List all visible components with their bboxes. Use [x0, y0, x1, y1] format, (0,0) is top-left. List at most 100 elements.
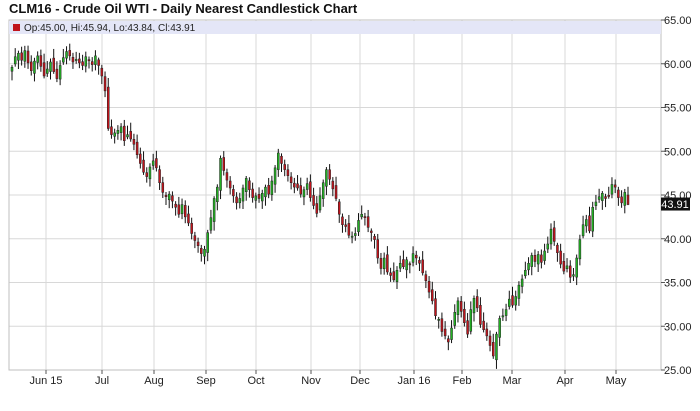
y-tick-label: 60.00 — [664, 59, 692, 71]
candle-body-down — [344, 224, 347, 227]
candle-body-up — [219, 158, 222, 191]
candle-body-down — [511, 295, 514, 306]
candle-body-up — [382, 257, 386, 270]
y-tick-label: 25.00 — [664, 365, 692, 377]
candle-body-down — [488, 335, 492, 346]
candle-body-down — [341, 216, 344, 225]
candle-body-down — [267, 185, 270, 195]
candle-body-up — [167, 193, 171, 201]
candle-body-up — [504, 309, 508, 316]
candle-body-down — [459, 301, 463, 312]
candle-body-down — [370, 230, 373, 233]
candle-body-up — [514, 296, 517, 306]
candle-body-down — [485, 328, 489, 337]
x-tick-label: Jan 16 — [397, 375, 430, 387]
x-tick-label: Dec — [350, 375, 370, 387]
candle-body-down — [39, 55, 43, 67]
candle-body-up — [524, 270, 527, 277]
candle-body-up — [495, 333, 498, 361]
candle-body-down — [280, 155, 283, 164]
candle-body-up — [13, 56, 17, 65]
last-price-box — [661, 197, 690, 211]
candle-body-down — [110, 126, 113, 135]
candle-body-down — [26, 50, 30, 64]
candle-body-up — [244, 178, 248, 192]
candle-body-down — [569, 265, 572, 278]
candle-body-down — [440, 318, 444, 332]
candle-body-down — [299, 185, 302, 195]
x-tick-label: Feb — [453, 375, 472, 387]
candle-body-up — [62, 57, 65, 63]
candle-body-up — [84, 56, 88, 67]
candle-body-up — [594, 201, 598, 206]
y-tick-label: 40.00 — [664, 234, 692, 246]
candle-body-up — [517, 284, 521, 299]
candle-body-up — [321, 182, 325, 199]
candle-body-up — [456, 300, 460, 315]
candle-body-down — [492, 342, 495, 357]
candle-body-up — [264, 186, 267, 198]
candle-body-up — [405, 259, 408, 271]
candle-body-up — [597, 196, 601, 200]
candle-body-up — [180, 204, 184, 215]
candle-body-down — [184, 205, 187, 218]
candle-body-up — [270, 180, 274, 195]
candle-body-up — [450, 327, 453, 340]
candle-body-down — [475, 296, 479, 309]
candle-body-down — [97, 59, 100, 66]
candle-body-down — [145, 172, 148, 177]
x-tick-label: May — [606, 375, 627, 387]
candle-body-down — [158, 169, 161, 184]
candle-body-up — [601, 193, 604, 201]
candle-body-up — [527, 263, 530, 271]
candle-body-up — [585, 219, 588, 227]
candle-body-up — [126, 134, 129, 138]
last-price-label: 43.91 — [661, 199, 689, 211]
x-tick-label: Jun 15 — [29, 375, 62, 387]
candle-body-up — [501, 315, 505, 318]
candle-body-down — [443, 328, 447, 337]
candle-body-down — [533, 255, 537, 262]
candle-body-up — [437, 319, 440, 321]
candle-body-down — [402, 259, 405, 267]
candle-body-up — [94, 55, 97, 65]
candle-body-down — [620, 196, 623, 204]
candle-body-down — [466, 320, 469, 335]
candle-body-down — [123, 125, 126, 141]
candle-body-down — [626, 194, 630, 205]
candle-body-up — [10, 67, 14, 72]
candle-body-down — [613, 184, 617, 188]
candle-body-up — [469, 309, 473, 332]
candle-body-up — [36, 55, 39, 63]
x-tick-label: Mar — [503, 375, 522, 387]
candle-body-down — [296, 183, 299, 189]
candle-body-up — [395, 270, 399, 282]
candle-body-up — [591, 207, 594, 232]
candle-body-up — [74, 59, 78, 61]
candle-body-down — [90, 61, 94, 65]
candle-body-up — [46, 68, 49, 74]
x-tick-label: Jul — [95, 375, 109, 387]
candle-body-down — [588, 215, 591, 232]
candles — [10, 43, 630, 369]
x-tick-label: Sep — [196, 375, 216, 387]
candle-body-up — [498, 318, 501, 338]
candle-body-down — [379, 258, 383, 269]
candle-body-down — [52, 57, 55, 72]
candle-body-down — [55, 68, 59, 79]
candle-body-up — [216, 186, 219, 202]
candle-body-down — [408, 263, 412, 266]
candle-body-down — [463, 308, 466, 324]
candle-body-up — [565, 265, 569, 270]
candle-body-down — [78, 58, 81, 64]
candle-body-down — [424, 274, 428, 281]
candle-body-down — [132, 138, 136, 145]
candle-body-up — [113, 132, 116, 137]
candle-body-up — [33, 60, 36, 74]
candle-body-down — [363, 216, 367, 218]
candle-body-down — [479, 304, 482, 325]
candle-body-up — [119, 126, 123, 133]
y-tick-label: 35.00 — [664, 278, 692, 290]
candle-body-down — [87, 59, 91, 62]
